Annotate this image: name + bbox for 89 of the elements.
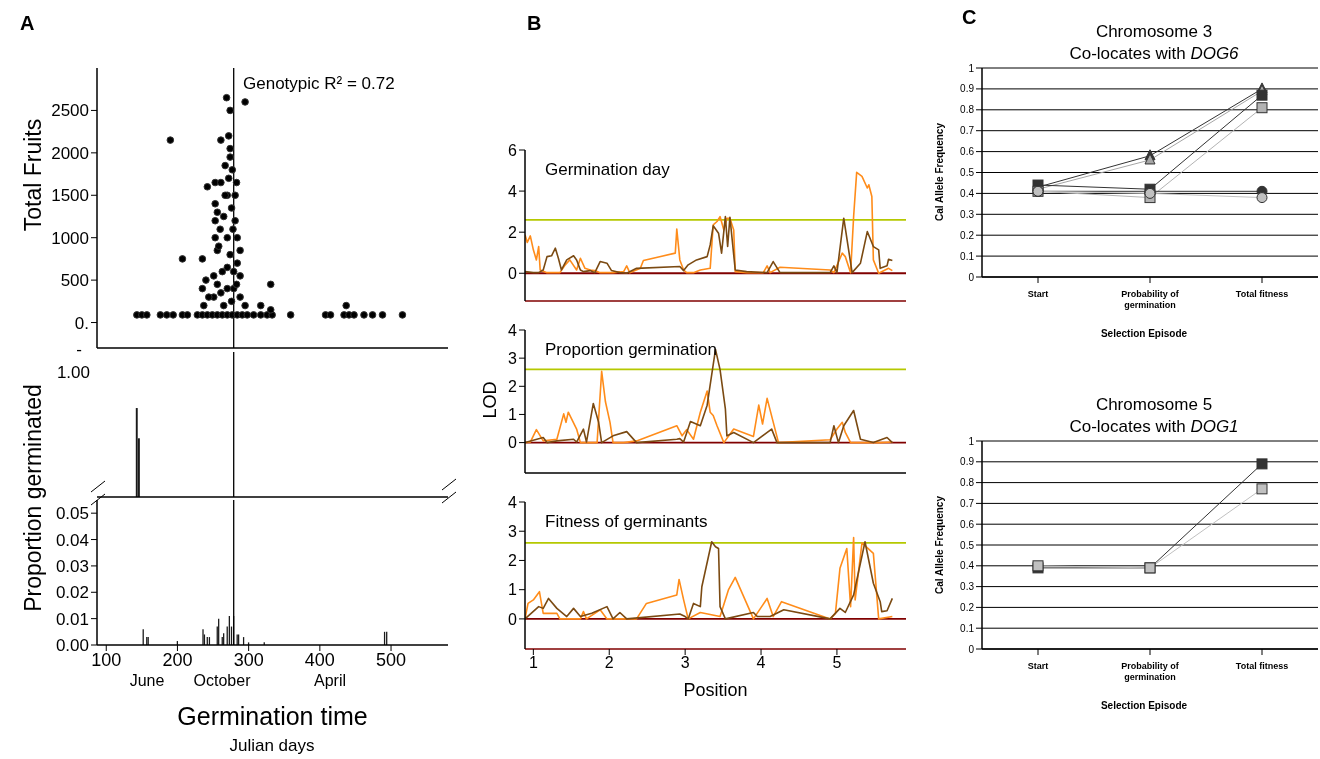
y-tick-label: 0.3 <box>960 581 975 593</box>
y-tick-label: 0.7 <box>960 125 975 137</box>
x-tick-label: Probability of germination <box>1121 661 1180 682</box>
text: Proportion germination <box>545 340 717 360</box>
x-tick-label: 100 <box>91 649 122 670</box>
text: 1.00 <box>56 363 90 383</box>
y-tick-label: 1 <box>968 62 975 74</box>
chart-title: Chromosome 5 <box>1095 395 1213 415</box>
y-tick-label: 0 <box>508 434 518 452</box>
x-axis-title: Selection Episode <box>1100 700 1188 712</box>
y-tick-label: 1000 <box>51 228 89 248</box>
text: Germination day <box>545 160 670 180</box>
text: Julian days <box>229 736 315 756</box>
x-tick-label: Total fitness <box>1235 661 1289 671</box>
x-tick-label: 4 <box>756 654 766 672</box>
text: Fitness of germinants <box>545 512 708 532</box>
y-tick-label: 0.1 <box>960 622 975 634</box>
y-tick-label: 4 <box>508 182 518 200</box>
x-tick-label: 3 <box>680 654 690 672</box>
y-tick-label: 0.04 <box>55 530 89 550</box>
y-tick-label: 0.9 <box>960 83 975 95</box>
x-tick-label: 1 <box>528 654 538 672</box>
annotation: Genotypic R² = 0.72 <box>243 74 395 94</box>
y-tick-label: 0.01 <box>55 609 89 629</box>
y-tick-label: 2 <box>508 377 518 395</box>
x-axis-title: Germination time <box>177 702 368 731</box>
y-tick-label: 0.2 <box>960 601 975 613</box>
y-tick-label: 0 <box>508 610 518 628</box>
y-tick-label: 0.9 <box>960 456 975 468</box>
chart-subtitle: Co-locates with DOG6 <box>1069 44 1239 64</box>
y-tick-label: 4 <box>508 493 518 511</box>
x-tick-label: 200 <box>162 649 193 670</box>
x-tick-label: Start <box>1027 289 1049 299</box>
y-tick-label: 0.02 <box>55 583 89 603</box>
y-axis-title: Cal Allele Frequency <box>934 123 946 221</box>
x-tick-label: 300 <box>233 649 264 670</box>
y-tick-label: 0.8 <box>960 477 975 489</box>
y-tick-label: 0.8 <box>960 104 975 116</box>
y-tick-label: 1 <box>508 406 518 424</box>
y-tick-label: 0 <box>968 271 975 283</box>
text: April <box>313 672 347 691</box>
y-tick-label: 0.00 <box>55 636 89 656</box>
text: C <box>962 6 977 29</box>
chart-subtitle: Co-locates with DOG1 <box>1069 417 1239 437</box>
y-tick-label: 3 <box>508 349 518 367</box>
y-tick-label: 0.6 <box>960 518 975 530</box>
y-tick-label: 0.1 <box>960 250 975 262</box>
y-tick-label: 1 <box>968 435 975 447</box>
x-tick-label: 400 <box>304 649 335 670</box>
text: A <box>20 12 35 35</box>
y-tick-label: 0 <box>968 643 975 655</box>
y-tick-label: 2000 <box>51 143 89 163</box>
y-tick-label: 2 <box>508 223 518 241</box>
y-tick-label: 1500 <box>51 186 89 206</box>
x-tick-label: 5 <box>832 654 842 672</box>
chart-title: Chromosome 3 <box>1095 22 1213 42</box>
y-tick-label: 2500 <box>51 101 89 121</box>
text: October <box>193 672 251 691</box>
x-tick-label: Start <box>1027 661 1049 671</box>
text: June <box>129 672 165 691</box>
y-tick-label: 0.03 <box>55 556 89 576</box>
y-tick-label: 0 <box>508 264 518 282</box>
y-tick-label: 0.3 <box>960 208 975 220</box>
y-axis-title: LOD <box>479 381 501 419</box>
x-tick-label: Total fitness <box>1235 289 1289 299</box>
text: - <box>76 340 82 360</box>
y-tick-label: 3 <box>508 522 518 540</box>
y-tick-label: 1 <box>508 581 518 599</box>
x-axis-title: Position <box>683 680 748 701</box>
y-tick-label: 0.2 <box>960 229 975 241</box>
x-tick-label: 2 <box>604 654 614 672</box>
y-tick-label: 4 <box>508 321 518 339</box>
x-tick-label: Probability of germination <box>1121 289 1180 310</box>
text: B <box>527 12 542 35</box>
y-tick-label: 0.7 <box>960 497 975 509</box>
y-tick-label: 0.05 <box>55 504 89 524</box>
y-axis-title: Cal Allele Frequency <box>934 496 946 594</box>
y-tick-label: 0.4 <box>960 187 975 199</box>
x-axis-title: Selection Episode <box>1100 328 1188 340</box>
y-tick-label: 0.4 <box>960 560 975 572</box>
x-tick-label: 500 <box>376 649 407 670</box>
y-tick-label: 2 <box>508 552 518 570</box>
y-tick-label: 6 <box>508 141 518 159</box>
y-tick-label: 0.5 <box>960 167 975 179</box>
y-tick-label: 0.5 <box>960 539 975 551</box>
y-axis-title: Proportion germinated <box>19 384 47 612</box>
y-tick-label: 0.6 <box>960 146 975 158</box>
y-axis-title: Total Fruits <box>19 118 47 232</box>
y-tick-label: 0. <box>74 313 89 333</box>
